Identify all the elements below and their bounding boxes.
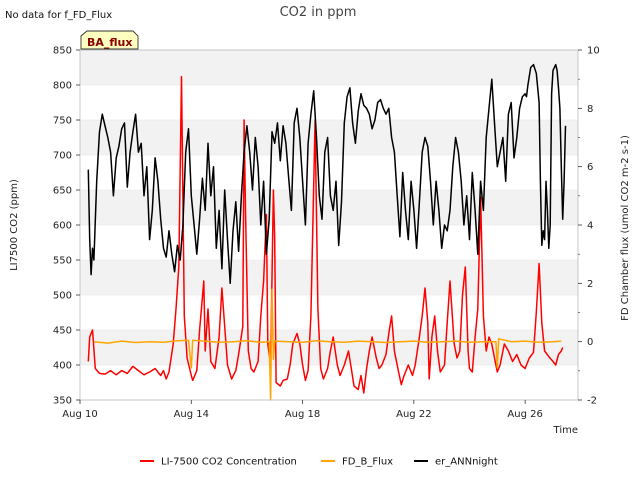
y-left-tick-label: 800 [53,81,72,92]
x-tick-label: Aug 22 [396,409,431,420]
x-tick-label: Aug 26 [507,409,542,420]
no-data-note: No data for f_FD_Flux [5,10,112,21]
y-left-tick-label: 400 [53,361,72,372]
badge-label: BA_flux [87,36,132,49]
series-fd-b-flux [93,288,562,401]
legend: LI-7500 CO2 Concentration FD_B_Flux er_ANN… [140,457,498,468]
series-layer [87,63,567,401]
y-right-tick-label: 6 [587,162,593,173]
x-tick-label: Aug 10 [62,409,97,420]
grid-band [80,50,578,85]
series-er-annnight [87,63,567,285]
y-right-tick-label: 8 [587,104,593,115]
grid-band [80,225,578,260]
y-right-tick-label: 10 [587,46,600,57]
grid-band [80,190,578,225]
series-li-7500-co2-concentration [87,75,564,394]
y-left-tick-label: 650 [53,186,72,197]
y-right-tick-label: -2 [587,396,597,407]
y-right-tick-label: 4 [587,221,593,232]
chart-title: CO2 in ppm [280,5,357,20]
y-left-tick-label: 350 [53,396,72,407]
y-left-tick-label: 700 [53,151,72,162]
legend-label: LI-7500 CO2 Concentration [161,457,297,468]
grid-band [80,260,578,295]
legend-label: er_ANNnight [435,457,498,468]
left-axis-ticks: 350 400 450 500 550 600 650 700 750 800 850 [53,46,80,407]
x-tick-label: Aug 18 [285,409,320,420]
legend-label: FD_B_Flux [342,457,393,468]
y-left-tick-label: 600 [53,221,72,232]
right-axis-ticks: -2 0 2 4 6 8 10 [578,46,600,407]
x-tick-label: Aug 14 [174,409,209,420]
y-axis-left-label: LI7500 CO2 (ppm) [9,179,20,271]
y-left-tick-label: 500 [53,291,72,302]
grid-band [80,85,578,120]
y-left-tick-label: 850 [53,46,72,57]
x-axis-ticks: Aug 10 Aug 14 Aug 18 Aug 22 Aug 26 [62,400,543,420]
grid-band [80,365,578,400]
y-axis-right-label: FD Chamber flux (umol CO2 m-2 s-1) [620,135,631,321]
y-left-tick-label: 450 [53,326,72,337]
grid-band [80,295,578,330]
y-right-tick-label: 0 [587,337,593,348]
ba-flux-badge: BA_flux [80,30,139,50]
y-left-tick-label: 550 [53,256,72,267]
x-axis-label: Time [553,425,578,436]
y-right-tick-label: 2 [587,279,593,290]
y-left-tick-label: 750 [53,116,72,127]
